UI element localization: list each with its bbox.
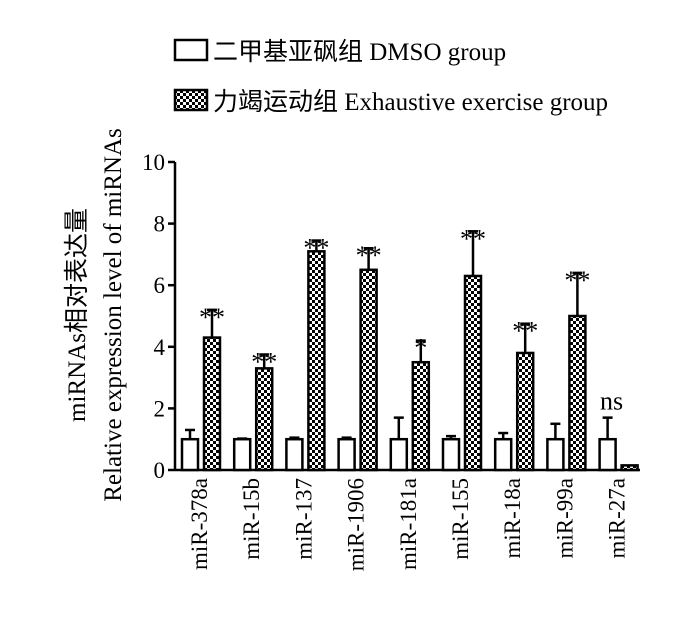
bar-exhaustive — [202, 336, 222, 472]
bar-dmso — [180, 437, 200, 472]
bar-dmso — [546, 437, 565, 472]
significance-label: ** — [251, 348, 277, 377]
error-bars — [185, 230, 613, 440]
y-tick-label: 8 — [154, 212, 166, 237]
significance-label: ** — [564, 266, 590, 295]
bar-exhaustive — [568, 314, 587, 472]
significance-label: ** — [512, 317, 538, 346]
y-tick-label: 10 — [142, 150, 165, 175]
y-tick-label: 6 — [154, 273, 166, 298]
significance-label: ** — [356, 241, 382, 270]
x-tick-label: miR-137 — [291, 478, 316, 560]
legend-swatch-dmso — [173, 38, 209, 62]
y-tick-label: 4 — [154, 335, 166, 360]
bar-dmso — [389, 437, 409, 472]
x-tick-label: miR-27a — [605, 478, 630, 559]
bar-exhaustive — [515, 351, 535, 472]
bar-exhaustive — [359, 268, 378, 472]
bar-dmso — [598, 437, 617, 472]
x-tick-labels: miR-378a miR-15b miR-137 miR-1906 miR-181a mi… — [187, 478, 630, 571]
x-tick-label: miR-99a — [552, 478, 577, 559]
bar-exhaustive — [411, 360, 431, 472]
significance-label: ** — [199, 303, 225, 332]
x-tick-label: miR-18a — [500, 478, 525, 559]
x-tick-label: miR-181a — [396, 478, 421, 570]
bar-dmso — [285, 437, 304, 472]
legend-swatch-exhaustive — [173, 88, 209, 112]
legend-label-exhaustive: 力竭运动组 Exhaustive exercise group — [213, 88, 608, 116]
significance-label: ** — [460, 224, 486, 253]
x-tick-label: miR-378a — [187, 478, 212, 570]
x-tick-label: miR-15b — [239, 478, 264, 560]
bar-exhaustive — [463, 274, 483, 472]
bar-dmso — [337, 437, 356, 472]
y-axis-title: miRNAs相对表达量 Relative expression level of… — [63, 128, 127, 502]
y-axis-title-chinese: miRNAs相对表达量 — [63, 208, 91, 422]
bar-dmso — [441, 437, 461, 472]
bar-dmso — [232, 437, 252, 472]
significance-labels: ****** *********ns — [199, 224, 623, 415]
y-tick-label: 0 — [154, 458, 166, 483]
legend: 二甲基亚砜组 DMSO group 力竭运动组 Exhaustive exerc… — [173, 38, 608, 116]
significance-label: ** — [303, 234, 329, 263]
bar-exhaustive — [254, 367, 274, 472]
bar-exhaustive — [620, 464, 639, 472]
x-tick-label: miR-155 — [448, 478, 473, 560]
significance-label: ns — [600, 387, 623, 416]
y-axis-title-english: Relative expression level of miRNAs — [100, 128, 127, 502]
bar-dmso — [493, 437, 513, 472]
legend-label-dmso: 二甲基亚砜组 DMSO group — [213, 38, 506, 66]
x-tick-label: miR-1906 — [344, 478, 369, 571]
significance-label: * — [414, 334, 427, 363]
y-tick-label: 2 — [154, 396, 166, 421]
bar-exhaustive — [307, 250, 326, 472]
